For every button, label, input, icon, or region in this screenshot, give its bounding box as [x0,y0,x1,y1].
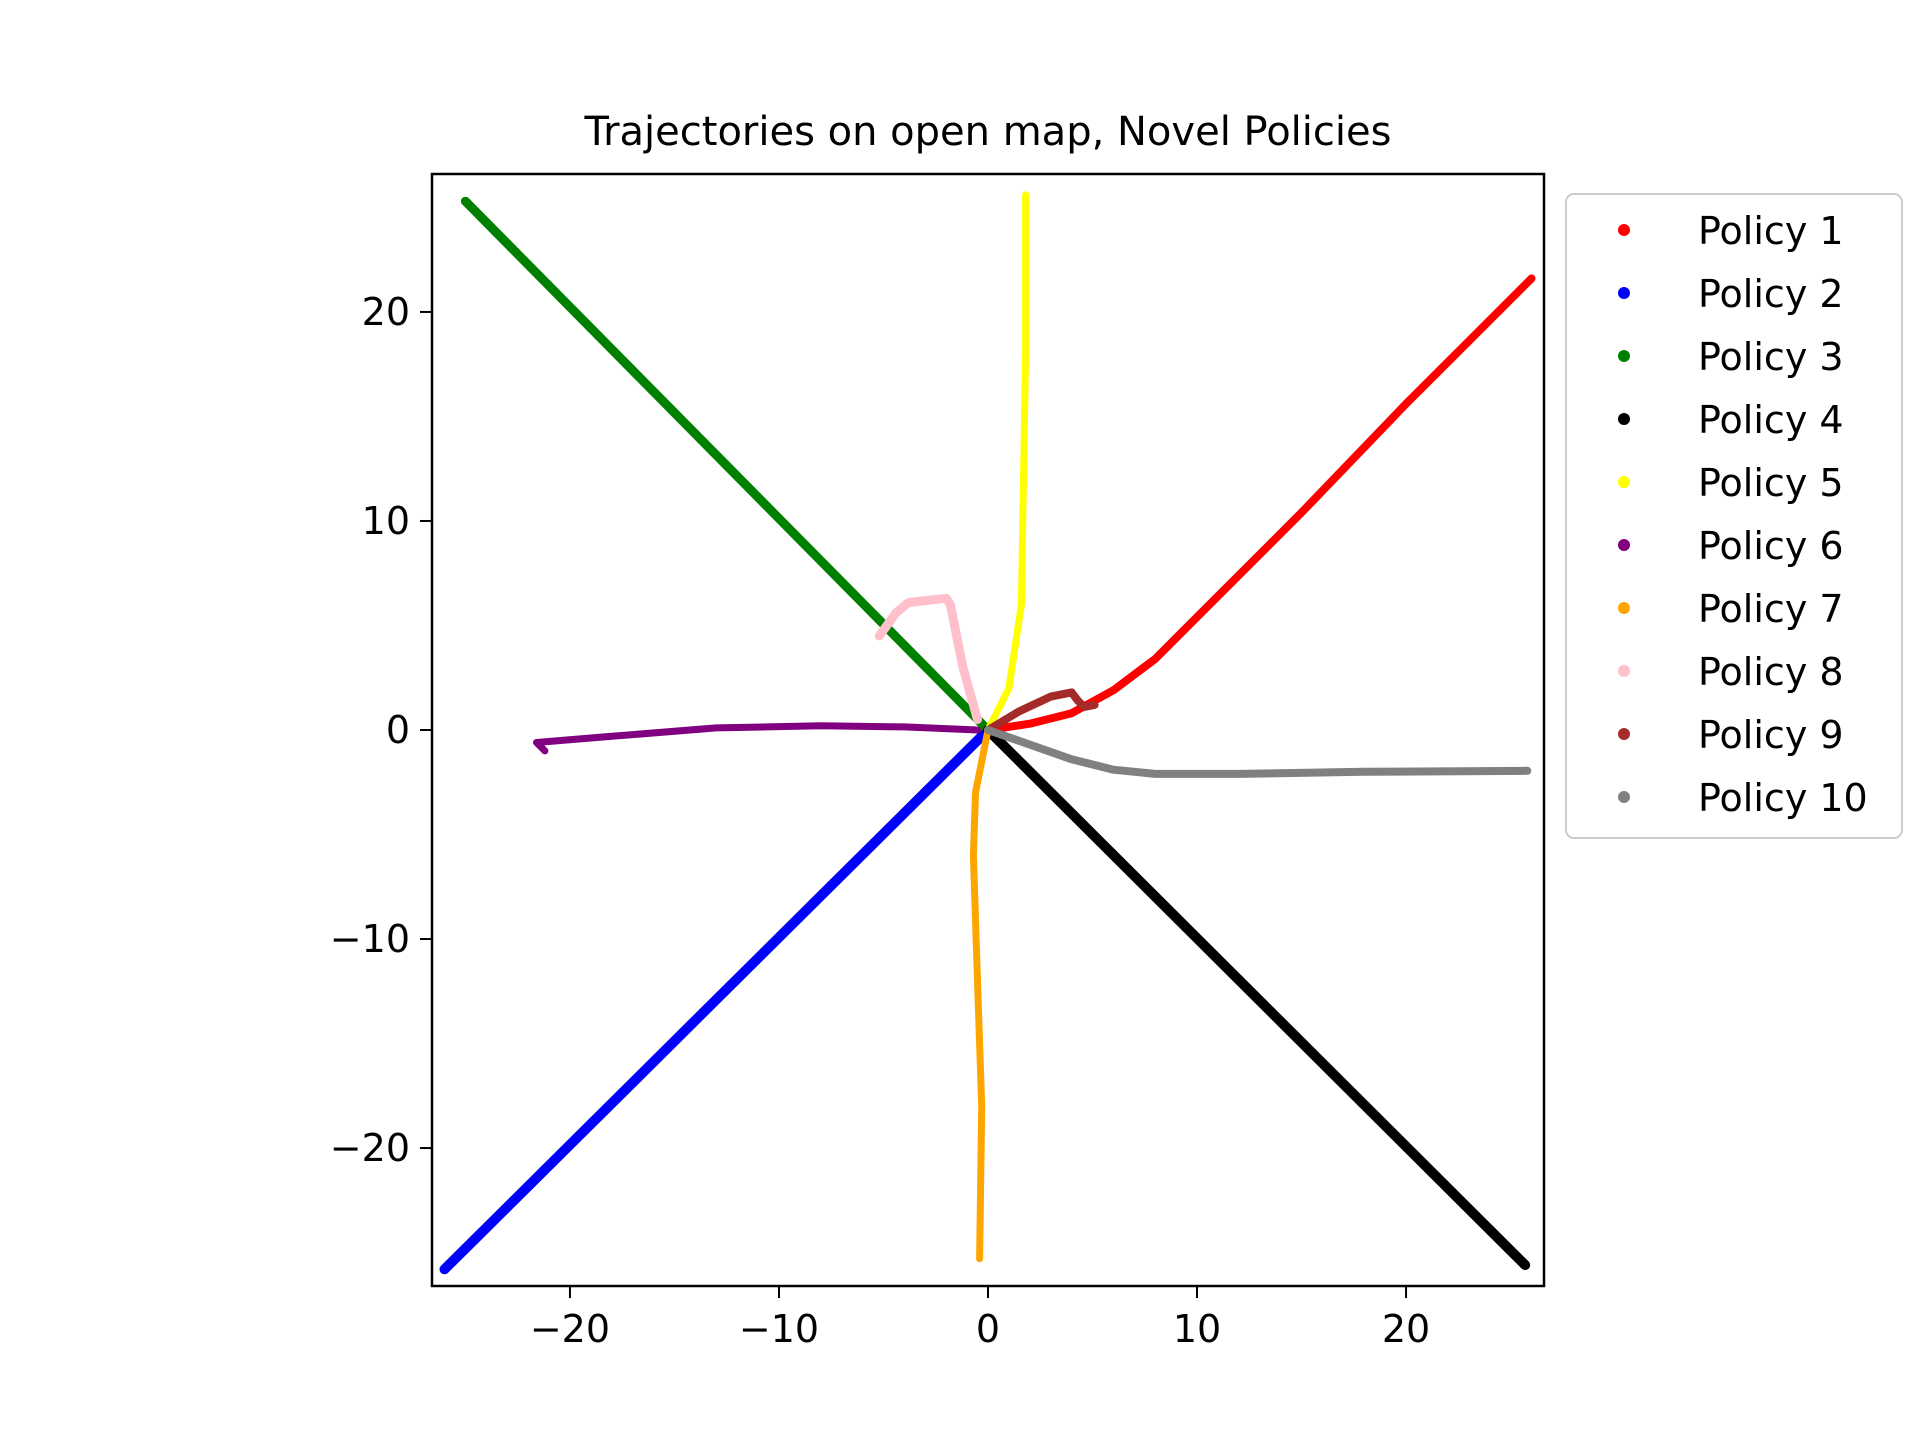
chart-title: Trajectories on open map, Novel Policies [584,109,1392,155]
x-tick-label: 10 [1173,1307,1221,1351]
legend-marker-policy-9 [1618,728,1630,740]
legend: Policy 1 Policy 2 Policy 3 Policy 4 Policy 5… [1565,193,1903,839]
legend-marker-policy-2 [1618,287,1630,299]
legend-label-policy-7: Policy 7 [1698,587,1844,631]
series-line-policy-5 [984,191,1030,734]
series-line-policy-1 [984,274,1536,734]
legend-marker-policy-6 [1618,539,1630,551]
legend-label-policy-6: Policy 6 [1698,524,1844,568]
legend-label-policy-5: Policy 5 [1698,461,1844,505]
legend-marker-policy-5 [1618,476,1630,488]
legend-label-policy-10: Policy 10 [1698,776,1868,820]
legend-label-policy-2: Policy 2 [1698,272,1844,316]
y-tick-label: −20 [330,1126,410,1170]
y-tick-label: 0 [386,708,410,752]
legend-marker-policy-7 [1618,602,1630,614]
x-tick-label: −10 [739,1307,819,1351]
x-tick-label: −20 [530,1307,610,1351]
series-line-policy-9 [984,688,1099,734]
legend-label-policy-8: Policy 8 [1698,650,1844,694]
series-line-policy-4 [983,725,1531,1271]
legend-marker-policy-3 [1618,350,1630,362]
legend-marker-policy-8 [1618,665,1630,677]
series-line-policy-3 [460,196,993,735]
legend-label-policy-3: Policy 3 [1698,335,1844,379]
series-line-policy-6 [533,722,981,755]
series-line-policy-2 [439,725,993,1275]
legend-box [1565,193,1903,839]
legend-label-policy-9: Policy 9 [1698,713,1844,757]
legend-label-policy-4: Policy 4 [1698,398,1844,442]
y-tick-label: 20 [362,290,410,334]
series-line-policy-7 [969,726,992,1263]
legend-label-policy-1: Policy 1 [1698,209,1844,253]
x-tick-label: 20 [1382,1307,1430,1351]
legend-marker-policy-1 [1618,224,1630,236]
x-axis: −20 −10 0 10 20 [530,1286,1430,1351]
series-line-policy-10 [984,726,1532,778]
legend-marker-policy-10 [1618,791,1630,803]
y-tick-label: 10 [362,499,410,543]
legend-marker-policy-4 [1618,413,1630,425]
y-tick-label: −10 [330,917,410,961]
y-axis: −20 −10 0 10 20 [330,290,432,1170]
x-tick-label: 0 [976,1307,1000,1351]
series-line-policy-8 [874,593,982,724]
plot-lines [439,191,1536,1275]
